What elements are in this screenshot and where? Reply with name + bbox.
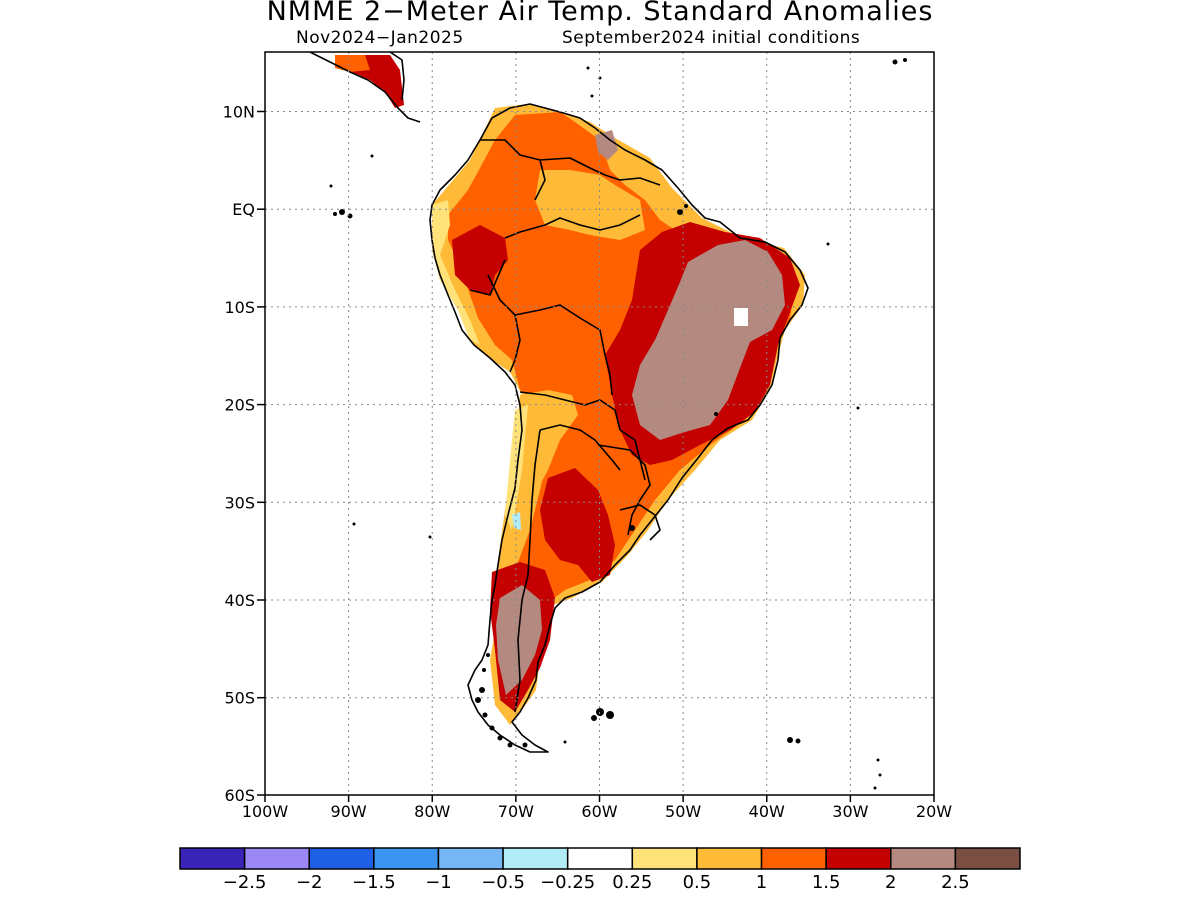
colorbar-label: 2.5 [941,872,970,893]
longitude-tick-label: 20W [916,802,952,821]
colorbar-swatch [825,847,892,870]
colorbar-swatch [566,847,634,870]
colorbar-label: 1 [756,872,767,893]
anomaly-field-negative [512,512,521,530]
colorbar-label: 1.5 [812,872,841,893]
anomaly-field-missing [734,308,748,326]
colorbar-swatch [696,847,763,870]
colorbar-labels: −2.5 −2 −1.5 −1 −0.5 −0.25 0.25 0.5 1 1.5 2 2.5 [223,872,970,893]
graticule [265,52,934,795]
map-title: NMME 2−Meter Air Temp. Standard Anomalie… [266,0,934,27]
islands [329,58,907,790]
anomaly-field-2-5-a [632,240,785,440]
anomaly-fields [335,55,805,725]
anomaly-field-0-5-a [535,170,645,240]
colorbar-label: −2 [296,872,323,893]
latitude-tick-label: 30S [224,493,255,512]
longitude-tick-label: 70W [498,802,534,821]
longitude-tick-label: 30W [832,802,868,821]
colorbar-label: 2 [885,872,896,893]
anomaly-field-2-c [540,468,615,582]
latitude-tick-label: EQ [232,200,255,219]
anomaly-field-central-america-edge [335,55,370,72]
anomaly-field-0-5-c [432,200,480,345]
longitude-tick-label: 100W [242,802,289,821]
axis-ticks [257,110,935,802]
colorbar-label: −0.25 [540,872,595,893]
colorbar-swatch [243,847,310,870]
colorbar-swatch [179,847,246,870]
colorbar-label: −1 [425,872,452,893]
longitude-tick-label: 60W [581,802,617,821]
longitude-tick-label: 90W [331,802,367,821]
colorbar-label: −1.5 [352,872,396,893]
latitude-tick-label: 10S [224,298,255,317]
colorbar-swatch [631,847,698,870]
colorbar-swatch [502,847,569,870]
latitude-tick-label: 20S [224,396,255,415]
colorbar-swatch [308,847,375,870]
colorbar-label: −2.5 [223,872,267,893]
anomaly-field-2-5-b [496,585,542,695]
colorbar [179,847,1021,870]
colorbar-swatch [760,847,827,870]
longitude-labels: 100W 90W 80W 70W 60W 50W 40W 30W 20W [242,802,952,821]
coastline [309,52,809,753]
longitude-tick-label: 40W [749,802,785,821]
latitude-tick-label: 40S [224,591,255,610]
latitude-tick-label: 50S [224,689,255,708]
latitude-labels: 10N EQ 10S 20S 30S 40S 50S 60S [223,103,255,806]
latitude-tick-label: 60S [224,786,255,805]
colorbar-swatch [954,847,1021,870]
longitude-tick-label: 50W [665,802,701,821]
anomaly-field-2-5-c [595,130,618,160]
colorbar-label: 0.25 [612,872,652,893]
period-subtitle: Nov2024−Jan2025 [296,28,464,48]
colorbar-swatch [890,847,957,870]
colorbar-label: −0.5 [481,872,525,893]
colorbar-swatch [437,847,504,870]
colorbar-label: 0.5 [683,872,712,893]
longitude-tick-label: 80W [414,802,450,821]
latitude-tick-label: 10N [223,103,255,122]
colorbar-swatch [373,847,440,870]
anomaly-field-2-a [452,225,508,295]
initial-conditions-subtitle: September2024 initial conditions [562,28,861,48]
